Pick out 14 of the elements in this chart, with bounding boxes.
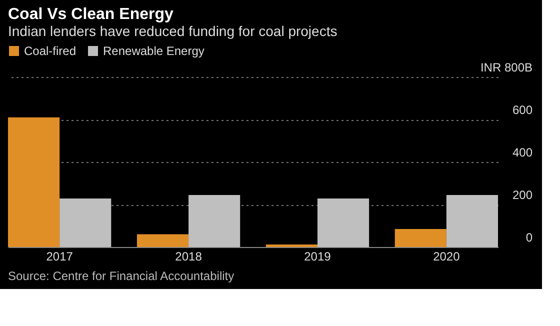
x-tick-label: 2017 xyxy=(46,250,74,264)
legend-label: Coal-fired xyxy=(24,44,76,58)
x-tick-label: 2018 xyxy=(175,250,202,264)
source-note: Source: Centre for Financial Accountability xyxy=(8,269,234,283)
y-tick-label: 600 xyxy=(512,103,533,117)
legend-label: Renewable Energy xyxy=(103,44,204,58)
y-tick-label: 200 xyxy=(512,188,533,202)
x-tick-label: 2019 xyxy=(304,250,332,264)
y-tick-label: INR 800B xyxy=(480,60,532,74)
y-tick-label: 0 xyxy=(526,230,533,244)
chart-subtitle: Indian lenders have reduced funding for coal projects xyxy=(8,23,338,39)
chart-title: Coal Vs Clean Energy xyxy=(8,6,174,23)
y-tick-label: 400 xyxy=(512,146,533,160)
x-tick-label: 2020 xyxy=(433,250,460,264)
